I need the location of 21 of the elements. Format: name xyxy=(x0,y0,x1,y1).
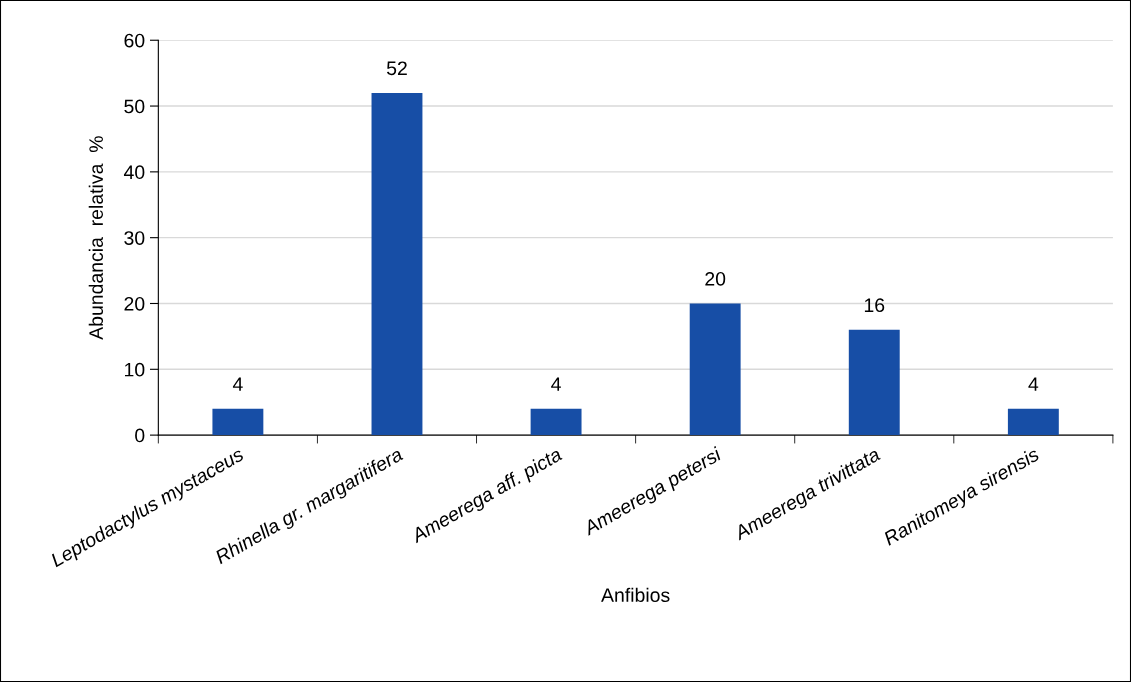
data-label: 16 xyxy=(864,298,885,313)
y-tick-label: 40 xyxy=(123,165,145,180)
data-label: 4 xyxy=(1028,377,1039,391)
y-tick-label: 30 xyxy=(124,231,145,245)
bar xyxy=(371,92,423,436)
y-tick-label: 20 xyxy=(124,296,145,311)
data-label: 20 xyxy=(705,271,726,286)
bar xyxy=(848,329,900,436)
data-label: 4 xyxy=(232,377,243,391)
data-label: 4 xyxy=(551,377,561,391)
y-axis-title: Abundancia relativa % xyxy=(88,136,104,340)
bar xyxy=(212,408,264,436)
x-axis-title: Anfibios xyxy=(601,587,670,603)
y-tick-label: 0 xyxy=(135,428,145,443)
bar xyxy=(689,303,741,436)
data-label: 52 xyxy=(386,61,407,76)
bar xyxy=(530,408,582,436)
bar xyxy=(1007,408,1059,436)
y-tick-label: 10 xyxy=(125,362,145,377)
y-tick-label: 50 xyxy=(124,99,145,114)
y-tick-label: 60 xyxy=(124,33,145,48)
